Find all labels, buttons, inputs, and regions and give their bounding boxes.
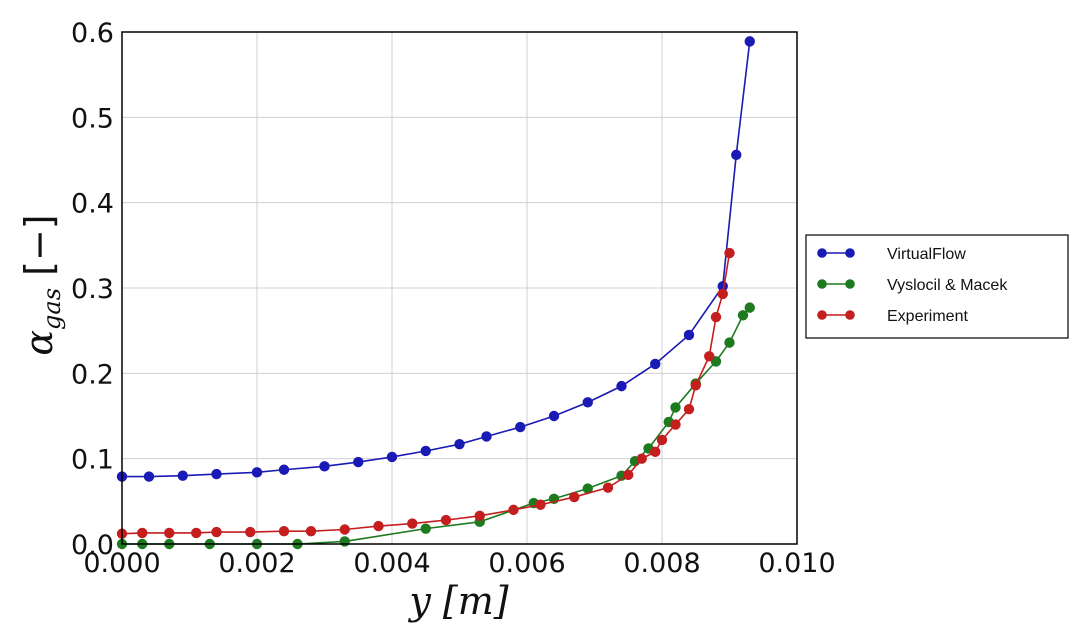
data-point (420, 523, 431, 534)
data-point (474, 510, 485, 522)
data-point (535, 499, 546, 510)
data-point (278, 526, 290, 537)
data-point (731, 149, 742, 161)
y-tick-label: 0.6 (71, 18, 114, 49)
data-point (548, 410, 560, 422)
y-tick-label: 0.2 (71, 359, 114, 390)
data-point (670, 419, 681, 430)
data-point (650, 446, 661, 458)
series-line (121, 252, 731, 535)
data-point (616, 380, 627, 392)
grid (121, 31, 798, 545)
y-tick-label: 0.0 (71, 530, 114, 561)
data-point (683, 329, 695, 341)
data-point (407, 518, 418, 529)
data-point (137, 527, 148, 539)
data-point (440, 514, 452, 526)
y-tick-label: 0.4 (71, 189, 114, 220)
tick-labels: 0.000 0.002 0.004 0.006 0.008 0.010 0.0 0.1 0.2 0… (71, 18, 836, 579)
data-point (353, 456, 364, 468)
data-point (515, 421, 526, 433)
series-line (122, 41, 751, 478)
x-tick-label: 0.000 (83, 548, 160, 579)
data-point (724, 337, 735, 348)
data-point (420, 445, 431, 457)
data-point (143, 471, 155, 482)
data-point (744, 36, 755, 47)
legend-marker (817, 279, 827, 289)
data-point (177, 470, 188, 481)
data-point (569, 491, 580, 503)
legend-marker (817, 248, 827, 258)
data-point (278, 464, 290, 475)
data-point (454, 438, 465, 450)
data-point (481, 431, 492, 442)
x-tick-label: 0.006 (488, 548, 565, 579)
y-tick-label: 0.5 (71, 103, 114, 134)
data-point (650, 358, 661, 370)
data-point (724, 247, 735, 259)
data-point (245, 526, 256, 538)
legend-marker (845, 279, 855, 289)
data-point (744, 302, 755, 313)
data-point (670, 402, 681, 413)
legend-label: Vyslocil & Macek (887, 277, 1008, 294)
data-point (319, 461, 330, 472)
data-point (339, 524, 350, 535)
y-axis-label: αgas [−] (17, 214, 66, 355)
data-point (683, 403, 695, 415)
legend-marker (845, 248, 855, 258)
data-point (710, 311, 722, 323)
y-tick-label: 0.3 (71, 274, 114, 305)
data-point (704, 351, 715, 362)
x-axis-label: y [m] (407, 579, 508, 623)
data-point (251, 467, 263, 478)
x-tick-label: 0.010 (758, 548, 835, 579)
legend-marker (845, 310, 855, 320)
data-point (305, 526, 317, 537)
series-2 (116, 247, 735, 539)
legend-marker (817, 310, 827, 320)
data-point (656, 434, 668, 446)
series-line (122, 307, 751, 545)
data-point (386, 451, 398, 463)
series-0 (116, 36, 755, 482)
data-point (623, 469, 634, 481)
x-tick-label: 0.008 (623, 548, 700, 579)
data-point (373, 520, 384, 532)
x-tick-label: 0.004 (353, 548, 430, 579)
data-point (164, 527, 175, 539)
data-point (636, 453, 647, 464)
data-point (690, 380, 701, 391)
data-point (211, 526, 222, 538)
data-point (717, 288, 728, 300)
data-point (582, 397, 593, 408)
series-1 (116, 302, 755, 550)
series-layer (116, 36, 755, 550)
data-point (737, 310, 749, 321)
plot-frame (121, 31, 798, 545)
data-point (508, 504, 519, 516)
legend-label: VirtualFlow (887, 246, 966, 263)
x-tick-label: 0.002 (218, 548, 295, 579)
data-point (602, 482, 614, 493)
data-point (191, 527, 202, 539)
data-point (211, 468, 222, 480)
legend-label: Experiment (887, 308, 968, 325)
legend: VirtualFlow Vyslocil & Macek Experiment (805, 234, 1069, 339)
y-tick-label: 0.1 (71, 445, 114, 476)
data-point (339, 536, 350, 547)
